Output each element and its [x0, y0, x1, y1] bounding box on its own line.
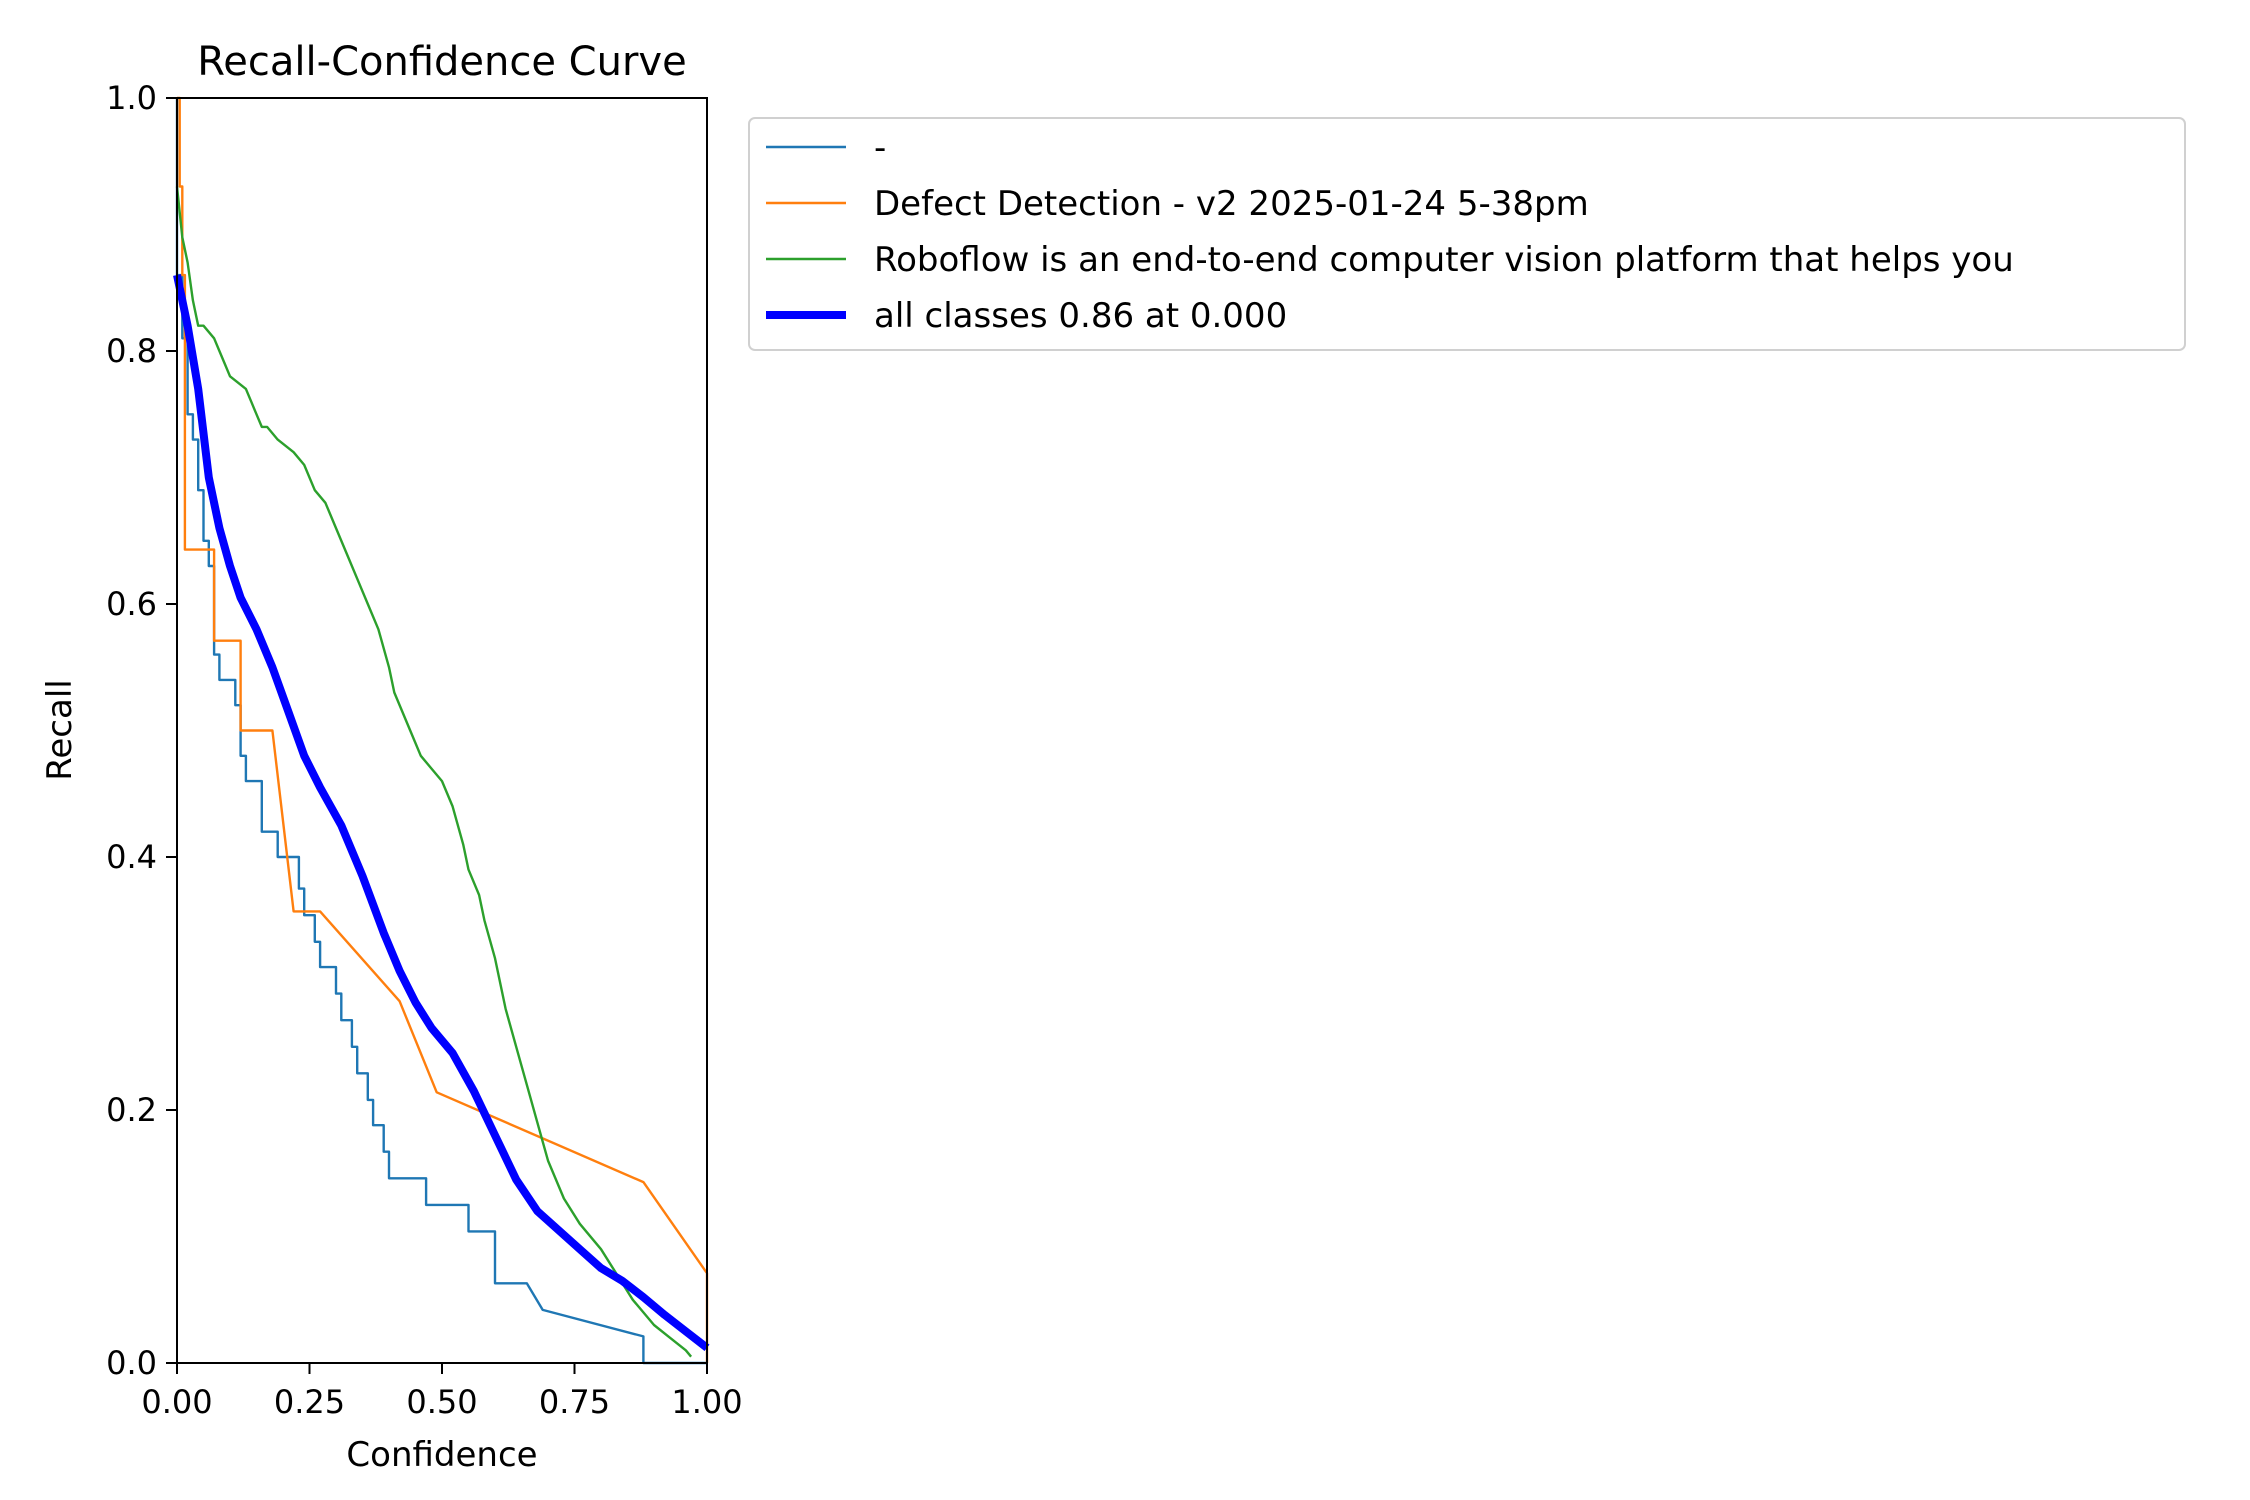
- chart-title: Recall-Confidence Curve: [197, 39, 686, 85]
- y-tick-label: 0.2: [106, 1091, 157, 1129]
- y-tick-label: 1.0: [106, 79, 157, 117]
- x-axis-label: Confidence: [346, 1435, 537, 1475]
- x-tick-label: 0.25: [274, 1383, 345, 1421]
- y-axis-ticks: 0.0 0.2 0.4 0.6 0.8 1.0: [106, 79, 177, 1382]
- y-axis-label: Recall: [40, 679, 80, 780]
- y-tick-label: 0.6: [106, 585, 157, 623]
- x-axis-ticks: 0.00 0.25 0.50 0.75 1.00: [141, 1363, 743, 1421]
- legend-label-1: -: [874, 128, 886, 168]
- y-tick-label: 0.8: [106, 332, 157, 370]
- plot-lines: [173, 96, 710, 1365]
- legend-label-3: Roboflow is an end-to-end computer visio…: [874, 240, 2014, 280]
- legend-label-4: all classes 0.86 at 0.000: [874, 296, 1287, 336]
- x-tick-label: 0.00: [141, 1383, 212, 1421]
- legend: - Defect Detection - v2 2025-01-24 5-38pm…: [748, 117, 2186, 351]
- legend-box: [748, 117, 2186, 351]
- x-tick-label: 0.50: [406, 1383, 477, 1421]
- series-line-4: [173, 274, 710, 1351]
- legend-label-2: Defect Detection - v2 2025-01-24 5-38pm: [874, 184, 1589, 224]
- y-tick-label: 0.4: [106, 838, 157, 876]
- series-line-1: [175, 98, 707, 1365]
- series-line-2: [177, 96, 709, 1363]
- series-line-3: [175, 186, 693, 1358]
- y-tick-label: 0.0: [106, 1344, 157, 1382]
- x-tick-label: 1.00: [671, 1383, 742, 1421]
- x-tick-label: 0.75: [539, 1383, 610, 1421]
